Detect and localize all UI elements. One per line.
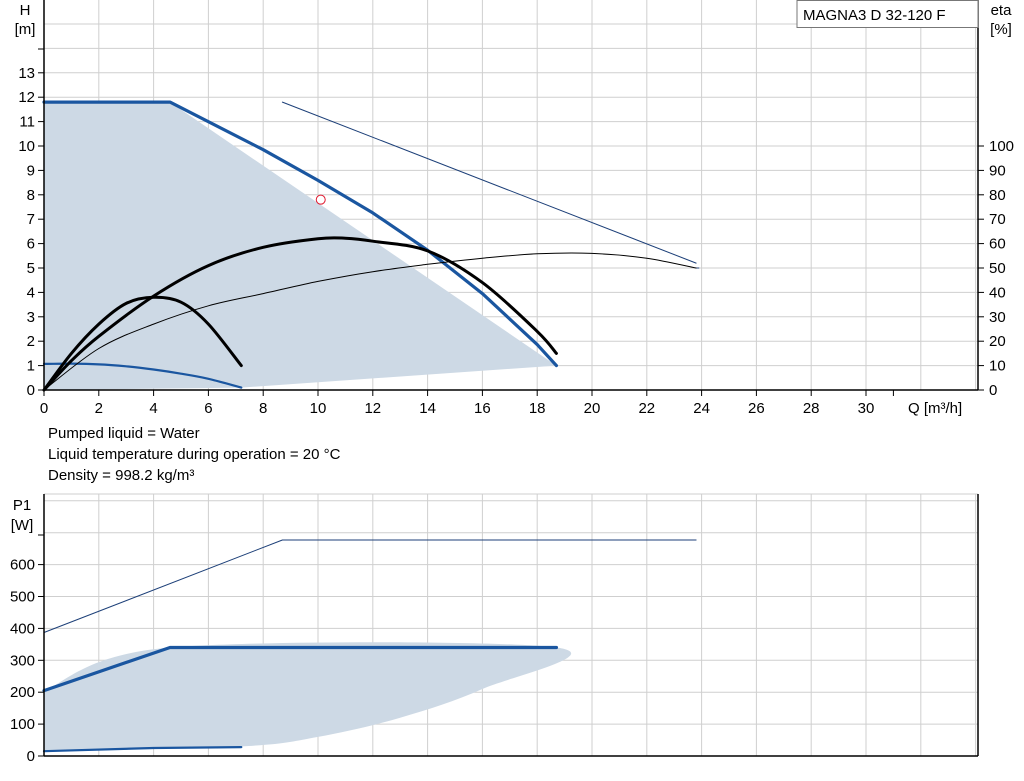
head-y-tick-label: 10 <box>18 138 35 155</box>
y-axis-unit: [m] <box>15 21 36 38</box>
eta-y-tick-label: 50 <box>989 260 1006 277</box>
x-axis-label: Q [m³/h] <box>908 400 962 417</box>
head-x-tick-label: 30 <box>858 400 875 417</box>
duty-point-marker <box>315 194 326 205</box>
power-y-tick-label: 100 <box>10 716 35 733</box>
head-x-tick-label: 12 <box>364 400 381 417</box>
eta-y-tick-label: 30 <box>989 309 1006 326</box>
head-series-eta-bold-5 <box>42 236 558 392</box>
eta-y-tick-label: 80 <box>989 187 1006 204</box>
head-y-tick-label: 6 <box>27 236 35 253</box>
head-y-tick-label: 13 <box>18 65 35 82</box>
head-x-tick-label: 18 <box>529 400 546 417</box>
head-plot: 0123456789101112130102030405060708090100… <box>15 0 1014 417</box>
head-series-eta-thin-4 <box>43 252 697 391</box>
model-label-box <box>796 0 979 28</box>
power-y-tick-label: 500 <box>10 589 35 606</box>
eta-y-tick-label: 70 <box>989 211 1006 228</box>
power-plot: 0 100 200 300 400 500 600 P1 [W] <box>10 493 979 765</box>
eta-y-tick-label: 100 <box>989 138 1014 155</box>
y2-axis-unit: [%] <box>990 21 1012 38</box>
head-y-tick-label: 1 <box>27 358 35 375</box>
power-operating-area <box>44 642 572 752</box>
eta-y-tick-label: 90 <box>989 162 1006 179</box>
head-x-tick-label: 6 <box>204 400 212 417</box>
power-series-thin-0 <box>43 539 697 633</box>
power-y-tick-label: 200 <box>10 684 35 701</box>
eta-y-tick-label: 40 <box>989 284 1006 301</box>
head-x-tick-label: 28 <box>803 400 820 417</box>
head-y-tick-label: 0 <box>27 382 35 399</box>
head-x-tick-label: 2 <box>95 400 103 417</box>
head-x-tick-label: 4 <box>149 400 157 417</box>
power-series-min-2 <box>42 746 243 753</box>
head-y-tick-label: 3 <box>27 309 35 326</box>
head-x-tick-label: 22 <box>638 400 655 417</box>
head-y-tick-label: 8 <box>27 187 35 204</box>
head-series-min-3 <box>42 362 243 389</box>
head-y-tick-label: 11 <box>19 114 35 131</box>
eta-y-tick-label: 20 <box>989 333 1006 350</box>
eta-y-tick-label: 10 <box>989 358 1006 375</box>
head-y-tick-label: 12 <box>18 89 35 106</box>
power-y-tick-label: 0 <box>27 748 35 765</box>
power-y-tick-label: 400 <box>10 620 35 637</box>
head-x-tick-label: 16 <box>474 400 491 417</box>
head-y-tick-label: 2 <box>27 333 35 350</box>
head-series-eta-bold-6 <box>42 295 243 392</box>
y-axis-label: H <box>20 2 31 19</box>
power-series-max-1 <box>42 645 558 693</box>
head-y-tick-label: 4 <box>27 284 35 301</box>
power-y-tick-label: 600 <box>10 557 35 574</box>
power-y-axis-unit: [W] <box>11 517 34 534</box>
head-x-tick-label: 14 <box>419 400 436 417</box>
head-x-tick-label: 20 <box>584 400 601 417</box>
eta-y-tick-label: 0 <box>989 382 997 399</box>
head-x-tick-label: 24 <box>693 400 710 417</box>
liquid-temperature-text: Liquid temperature during operation = 20… <box>48 446 341 463</box>
y2-axis-label: eta <box>991 2 1013 19</box>
head-y-tick-label: 5 <box>27 260 35 277</box>
head-x-tick-label: 10 <box>310 400 327 417</box>
head-y-tick-label: 9 <box>27 162 35 179</box>
head-series-max-2 <box>42 100 558 368</box>
head-x-tick-label: 26 <box>748 400 765 417</box>
head-series-thin-0 <box>281 101 697 264</box>
model-label: MAGNA3 D 32-120 F <box>803 7 946 24</box>
head-x-tick-label: 8 <box>259 400 267 417</box>
head-y-tick-label: 7 <box>27 211 35 228</box>
power-y-tick-label: 300 <box>10 652 35 669</box>
density-text: Density = 998.2 kg/m³ <box>48 467 195 484</box>
head-operating-area <box>44 102 557 390</box>
head-x-tick-label: 0 <box>40 400 48 417</box>
pumped-liquid-text: Pumped liquid = Water <box>48 425 200 442</box>
power-y-axis-label: P1 <box>13 497 31 514</box>
eta-y-tick-label: 60 <box>989 236 1006 253</box>
